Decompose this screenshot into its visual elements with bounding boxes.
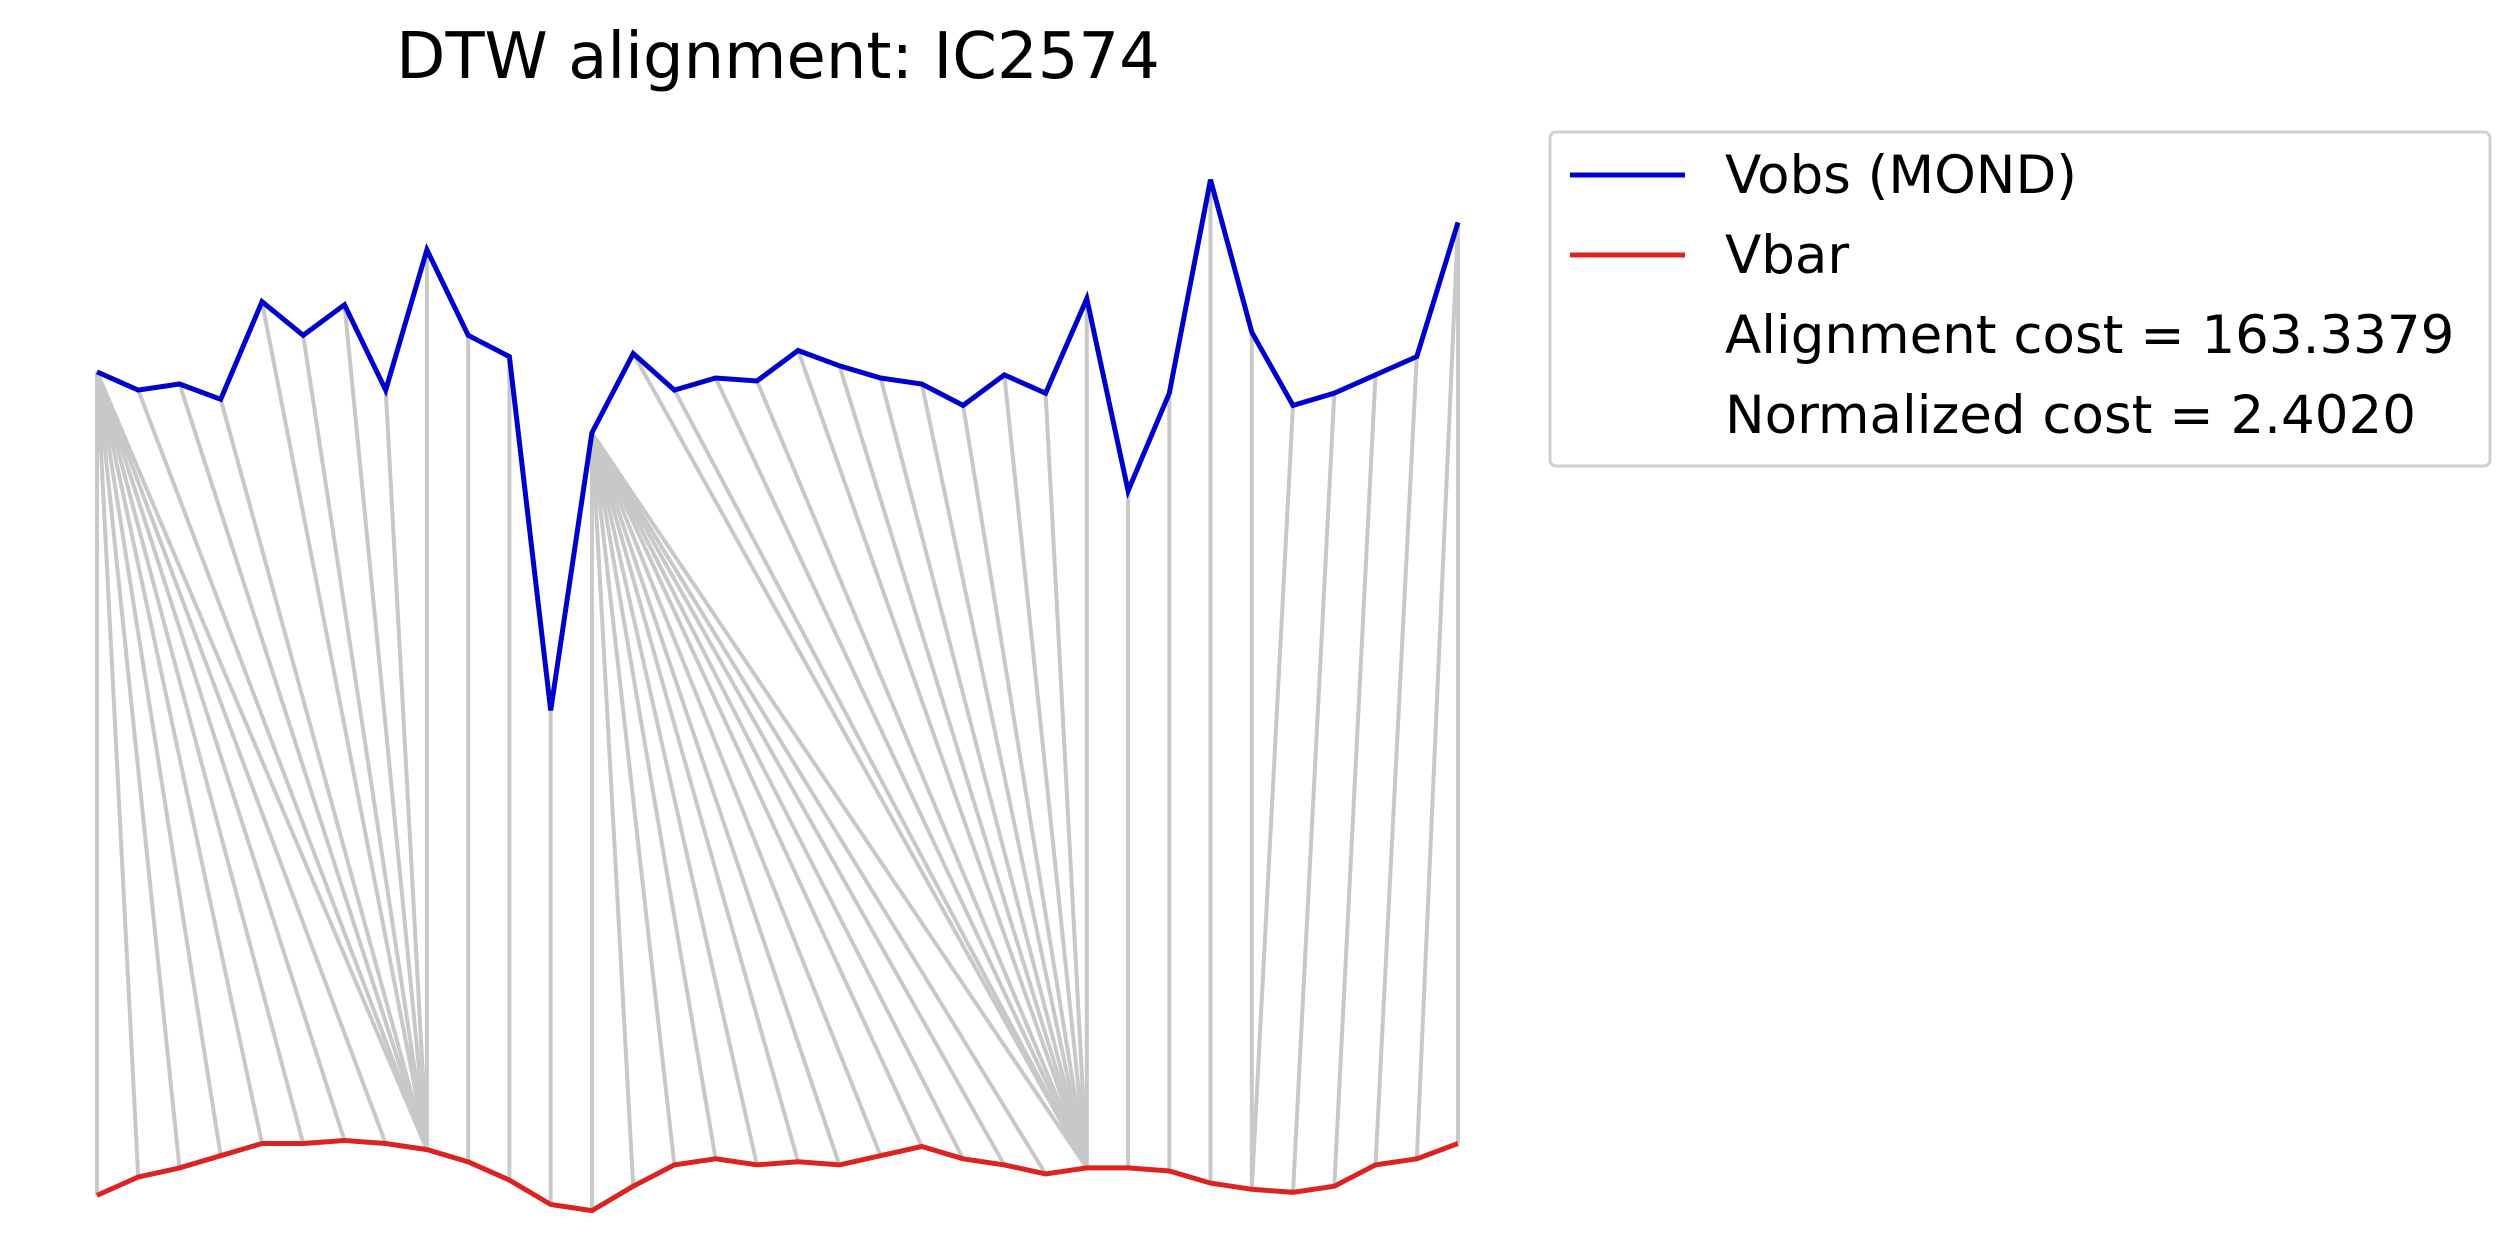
alignment-connector bbox=[95, 371, 306, 1145]
alignment-connector bbox=[95, 371, 388, 1145]
legend-alignment-cost: Alignment cost = 163.3379 bbox=[1725, 305, 2454, 366]
alignment-connector bbox=[590, 432, 924, 1148]
alignment-connector bbox=[95, 371, 223, 1157]
legend-label-vbar: Vbar bbox=[1725, 225, 1849, 286]
alignment-connector bbox=[589, 432, 677, 1166]
legend-normalized-cost: Normalized cost = 2.4020 bbox=[1725, 385, 2416, 446]
alignment-connector bbox=[1332, 374, 1378, 1187]
legend-label-vobs: Vobs (MOND) bbox=[1725, 145, 2077, 206]
alignment-connector bbox=[95, 371, 429, 1151]
alignment-connector bbox=[95, 371, 347, 1142]
alignment-connector bbox=[589, 432, 801, 1163]
chart-title: DTW alignment: IC2574 bbox=[396, 20, 1160, 94]
alignment-connector bbox=[672, 389, 1089, 1169]
alignment-connector bbox=[713, 377, 1089, 1169]
alignment-connector bbox=[755, 380, 1089, 1169]
alignment-connector bbox=[383, 389, 429, 1150]
alignment-connector bbox=[590, 431, 1007, 1166]
alignment-connector bbox=[590, 432, 883, 1157]
alignment-connector bbox=[1291, 393, 1337, 1193]
alignment-connector bbox=[95, 371, 182, 1169]
alignment-connector bbox=[342, 304, 429, 1150]
alignment-connector bbox=[878, 377, 1089, 1169]
alignment-connector bbox=[1414, 222, 1460, 1159]
alignment-connector bbox=[631, 352, 1089, 1169]
series-line-vobs bbox=[95, 179, 1461, 711]
alignment-connector bbox=[95, 371, 141, 1178]
series-line-vbar bbox=[95, 1137, 1459, 1214]
alignment-connector bbox=[590, 431, 1089, 1170]
alignment-connector bbox=[1002, 374, 1089, 1169]
alignment-connector bbox=[590, 431, 1048, 1176]
alignment-connector bbox=[218, 398, 429, 1151]
alignment-connector bbox=[919, 383, 1089, 1169]
alignment-connector bbox=[1249, 405, 1295, 1190]
alignment-connector bbox=[95, 371, 264, 1144]
alignment-connector bbox=[589, 432, 636, 1187]
alignment-connector bbox=[589, 432, 759, 1166]
legend-frame bbox=[1548, 130, 2492, 468]
alignment-connector bbox=[961, 405, 1089, 1169]
alignment-connector bbox=[301, 334, 429, 1150]
alignment-connector bbox=[136, 389, 429, 1151]
alignment-connector bbox=[1043, 393, 1089, 1169]
alignment-connector bbox=[837, 365, 1089, 1169]
alignment-connector bbox=[590, 432, 842, 1166]
alignment-connector bbox=[260, 301, 429, 1150]
alignment-connector bbox=[1373, 356, 1419, 1166]
alignment-connector bbox=[590, 431, 965, 1160]
series-layer bbox=[95, 179, 1461, 1214]
alignment-connector bbox=[177, 383, 429, 1151]
alignment-connectors bbox=[95, 179, 1460, 1211]
alignment-connector bbox=[589, 432, 718, 1160]
alignment-connector bbox=[796, 349, 1089, 1169]
legend: Vobs (MOND) Vbar Alignment cost = 163.33… bbox=[1548, 130, 2492, 468]
